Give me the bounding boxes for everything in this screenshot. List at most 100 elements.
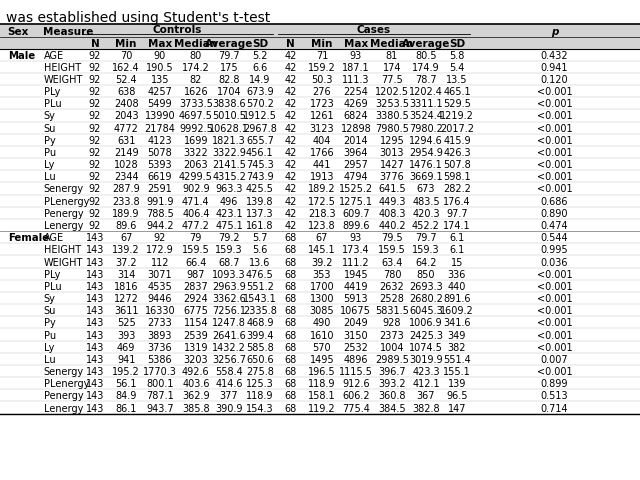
Text: 143: 143 xyxy=(86,378,104,388)
Text: HEIGHT: HEIGHT xyxy=(44,245,81,255)
Text: 449.3: 449.3 xyxy=(378,196,406,206)
Text: 3150: 3150 xyxy=(344,330,368,340)
Text: 172.9: 172.9 xyxy=(146,245,174,255)
Text: 161.8: 161.8 xyxy=(246,220,273,230)
Text: 6775: 6775 xyxy=(184,306,208,315)
Text: 1704: 1704 xyxy=(217,87,241,97)
Text: 1319: 1319 xyxy=(184,342,208,352)
Text: 406.4: 406.4 xyxy=(182,208,209,218)
Text: 70: 70 xyxy=(120,50,132,60)
Text: 3203: 3203 xyxy=(184,354,208,364)
Text: 92: 92 xyxy=(89,87,101,97)
Text: 158.1: 158.1 xyxy=(308,391,336,400)
Text: 4794: 4794 xyxy=(344,172,368,182)
Text: AGE: AGE xyxy=(44,50,63,60)
Text: <0.001: <0.001 xyxy=(537,281,572,291)
Text: 159.2: 159.2 xyxy=(308,63,336,72)
Text: 68: 68 xyxy=(284,245,297,255)
Text: 71: 71 xyxy=(316,50,328,60)
Text: 68: 68 xyxy=(284,257,297,267)
Text: 6.1: 6.1 xyxy=(449,233,465,243)
Text: 0.890: 0.890 xyxy=(541,208,568,218)
Text: 1004: 1004 xyxy=(380,342,404,352)
Text: 68: 68 xyxy=(284,293,297,303)
Text: 440: 440 xyxy=(448,281,466,291)
Text: 9992.5: 9992.5 xyxy=(179,123,212,133)
Text: 408.3: 408.3 xyxy=(378,208,406,218)
Text: PLy: PLy xyxy=(44,269,60,279)
Text: 3322.9: 3322.9 xyxy=(212,148,246,157)
Text: 139.8: 139.8 xyxy=(246,196,273,206)
Text: 641.5: 641.5 xyxy=(378,184,406,194)
Text: 143: 143 xyxy=(86,354,104,364)
Text: 425.5: 425.5 xyxy=(246,184,274,194)
Text: 3256.7: 3256.7 xyxy=(212,354,246,364)
Text: 2344: 2344 xyxy=(114,172,138,182)
Text: 5.7: 5.7 xyxy=(252,233,268,243)
Text: 3123: 3123 xyxy=(310,123,334,133)
Text: 2063: 2063 xyxy=(184,160,208,170)
Text: 570.2: 570.2 xyxy=(246,99,274,109)
Text: 143: 143 xyxy=(86,269,104,279)
Text: 2149: 2149 xyxy=(114,148,138,157)
Text: 650.6: 650.6 xyxy=(246,354,274,364)
Text: Senergy: Senergy xyxy=(44,366,84,376)
Text: 3669.1: 3669.1 xyxy=(409,172,443,182)
Text: 3893: 3893 xyxy=(148,330,172,340)
Text: HEIGHT: HEIGHT xyxy=(44,63,81,72)
Text: 143: 143 xyxy=(86,245,104,255)
Text: 174.1: 174.1 xyxy=(443,220,471,230)
Text: 1626: 1626 xyxy=(184,87,208,97)
Text: 609.7: 609.7 xyxy=(342,208,370,218)
Text: <0.001: <0.001 xyxy=(537,123,572,133)
Text: 403.6: 403.6 xyxy=(182,378,209,388)
Text: 349: 349 xyxy=(448,330,466,340)
Text: 5010.5: 5010.5 xyxy=(212,111,246,121)
Text: 82: 82 xyxy=(189,75,202,85)
Text: 68: 68 xyxy=(284,306,297,315)
Text: Py: Py xyxy=(44,135,55,145)
Text: 1272: 1272 xyxy=(114,293,138,303)
Text: 943.7: 943.7 xyxy=(146,403,174,413)
Text: 507.8: 507.8 xyxy=(443,160,471,170)
Text: was established using Student's t-test: was established using Student's t-test xyxy=(6,11,271,24)
Text: Max: Max xyxy=(344,39,368,48)
Text: 282.2: 282.2 xyxy=(443,184,471,194)
Text: 0.686: 0.686 xyxy=(541,196,568,206)
Text: 287.9: 287.9 xyxy=(112,184,140,194)
Text: 37.2: 37.2 xyxy=(115,257,137,267)
Text: 441: 441 xyxy=(313,160,331,170)
Text: 68: 68 xyxy=(284,403,297,413)
Text: 655.7: 655.7 xyxy=(246,135,274,145)
Text: 0.120: 0.120 xyxy=(541,75,568,85)
Text: 780: 780 xyxy=(383,269,401,279)
Text: 440.2: 440.2 xyxy=(378,220,406,230)
Text: 42: 42 xyxy=(284,63,297,72)
Text: 570: 570 xyxy=(312,342,332,352)
Text: 743.9: 743.9 xyxy=(246,172,274,182)
Text: 63.4: 63.4 xyxy=(381,257,403,267)
Text: 68: 68 xyxy=(284,330,297,340)
Text: <0.001: <0.001 xyxy=(537,111,572,121)
Text: 143: 143 xyxy=(86,306,104,315)
Text: 963.3: 963.3 xyxy=(216,184,243,194)
Text: 0.432: 0.432 xyxy=(541,50,568,60)
Text: 483.5: 483.5 xyxy=(412,196,440,206)
Text: 525: 525 xyxy=(116,318,136,328)
Text: Penergy: Penergy xyxy=(44,391,83,400)
Text: 399.4: 399.4 xyxy=(246,330,273,340)
Text: WEIGHT: WEIGHT xyxy=(44,75,83,85)
Text: 135: 135 xyxy=(151,75,169,85)
Text: 3362.6: 3362.6 xyxy=(212,293,246,303)
Text: N: N xyxy=(91,39,99,48)
Text: <0.001: <0.001 xyxy=(537,160,572,170)
Text: 42: 42 xyxy=(284,220,297,230)
Text: 97.7: 97.7 xyxy=(446,208,468,218)
Text: 3013: 3013 xyxy=(380,148,404,157)
Text: 606.2: 606.2 xyxy=(342,391,370,400)
Text: 1093.3: 1093.3 xyxy=(212,269,246,279)
Text: 745.3: 745.3 xyxy=(246,160,274,170)
Text: 111.3: 111.3 xyxy=(342,75,369,85)
Text: 850: 850 xyxy=(417,269,435,279)
Text: PLu: PLu xyxy=(44,281,61,291)
